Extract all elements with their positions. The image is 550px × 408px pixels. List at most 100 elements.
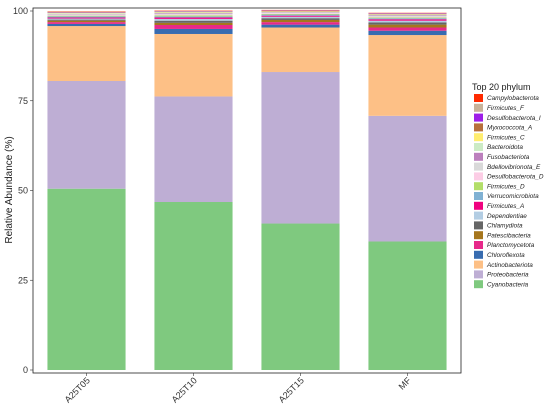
bar-segment-firmicutes-a-a25t15 <box>261 15 340 17</box>
bar-segment-actinobacteriota-a25t10 <box>154 33 233 97</box>
legend-label-fusobacteriota: Fusobacteriota <box>487 154 530 161</box>
bar-segment-proteobacteria-a25t15 <box>261 72 340 224</box>
bar-segment-planctomycetota-a25t15 <box>261 22 340 25</box>
bar-segment-actinobacteriota-a25t15 <box>261 27 340 73</box>
bar-segment-patescibacteria-a25t15 <box>261 19 340 23</box>
legend-label-cyanobacteria: Cyanobacteria <box>487 281 529 288</box>
bar-segment-cyanobacteria-a25t15 <box>261 223 340 370</box>
bar-segment-firmicutes-a-a25t10 <box>154 17 233 19</box>
legend-swatch-firmicutes-f <box>474 103 483 112</box>
bar-segment-bdellovibrionota-e-a25t10 <box>154 13 233 15</box>
bar-segment-firmicutes-a-mf <box>368 19 447 21</box>
bar-segment-chloroflexota-a25t10 <box>154 28 233 34</box>
bar-segment-actinobacteriota-a25t05 <box>47 26 126 82</box>
bar-segment-firmicutes-d-a25t05 <box>47 15 126 17</box>
legend-label-bacteroidota: Bacteroidota <box>487 144 523 151</box>
bar-segment-chlamydiota-mf <box>368 22 447 25</box>
legend-label-planctomycetota: Planctomycetota <box>487 242 535 249</box>
bar-segment-bdellovibrionota-e-mf <box>368 16 447 17</box>
bar-segment-bacteroidota-a25t10 <box>154 12 233 14</box>
legend-label-patescibacteria: Patescibacteria <box>487 232 531 239</box>
bar-segment-verrucomicrobiota-a25t10 <box>154 16 233 18</box>
legend-label-firmicutes-d: Firmicutes_D <box>487 183 525 190</box>
legend-title: Top 20 phylum <box>472 82 531 92</box>
legend-swatch-myxococcota-a <box>474 123 483 132</box>
legend-label-chloroflexota: Chloroflexota <box>487 252 525 259</box>
bar-segment-firmicutes-d-a25t15 <box>261 13 340 15</box>
bar-segment-actinobacteriota-mf <box>368 35 447 116</box>
bars-layer <box>47 9 447 370</box>
bar-segment-cyanobacteria-a25t10 <box>154 201 233 370</box>
legend-label-bdellovibrionota-e: Bdellovibrionota_E <box>487 164 541 171</box>
bar-segment-chloroflexota-mf <box>368 30 447 36</box>
bar-segment-desulfobacterota-d-a25t15 <box>261 13 340 14</box>
bar-segment-desulfobacterota-d-a25t05 <box>47 14 126 16</box>
bar-segment-planctomycetota-a25t10 <box>154 25 233 29</box>
bar-segment-chloroflexota-a25t05 <box>47 23 126 27</box>
legend-swatch-planctomycetota <box>474 241 483 249</box>
legend-label-desulfobacterota-d: Desulfobacterota_D <box>487 174 544 181</box>
y-tick-label-0: 0 <box>23 365 28 375</box>
bar-segment-fusobacteriota-a25t10 <box>154 13 233 14</box>
bar-segment-cyanobacteria-mf <box>368 241 447 370</box>
bar-segment-proteobacteria-mf <box>368 115 447 242</box>
legend-label-verrucomicrobiota: Verrucomicrobiota <box>487 193 539 200</box>
y-tick-label-100: 100 <box>13 6 28 16</box>
legend-label-dependentiae: Dependentiae <box>487 213 527 220</box>
x-tick-label-a25t15: A25T15 <box>277 375 306 404</box>
legend-swatch-firmicutes-d <box>474 182 483 191</box>
legend-swatch-fusobacteriota <box>474 152 483 161</box>
bar-segment-firmicutes-d-a25t10 <box>154 15 233 17</box>
bar-segment-dependentiae-a25t15 <box>261 16 340 19</box>
y-axis-title: Relative Abundance (%) <box>4 136 15 243</box>
y-axis: 0 25 50 75 100 <box>13 6 33 375</box>
bar-segment-proteobacteria-a25t10 <box>154 96 233 202</box>
legend-swatch-patescibacteria <box>474 231 483 240</box>
legend-swatch-firmicutes-a <box>474 201 483 210</box>
y-tick-label-75: 75 <box>18 96 28 106</box>
legend-swatch-cyanobacteria <box>474 280 483 289</box>
legend-label-firmicutes-f: Firmicutes_F <box>487 105 525 112</box>
bar-segment-desulfobacterota-d-mf <box>368 16 447 18</box>
bar-segment-chlamydiota-a25t15 <box>261 18 340 20</box>
bar-segment-dependentiae-a25t10 <box>154 18 233 21</box>
legend-label-myxococcota-a: Myxococcota_A <box>487 125 532 132</box>
legend-swatch-proteobacteria <box>474 270 483 279</box>
legend-swatch-desulfobacterota-d <box>474 172 483 181</box>
legend-label-actinobacteriota: Actinobacteriota <box>486 262 533 269</box>
bar-segment-verrucomicrobiota-a25t05 <box>47 16 126 18</box>
x-axis: A25T05 A25T10 A25T15 MF <box>63 373 413 405</box>
legend-swatch-dependentiae <box>474 211 483 220</box>
bar-segment-dependentiae-mf <box>368 20 447 23</box>
legend-swatch-firmicutes-c <box>474 133 483 142</box>
bar-segment-chlamydiota-a25t10 <box>154 20 233 23</box>
bar-segment-bdellovibrionota-e-a25t15 <box>261 12 340 14</box>
bar-segment-desulfobacterota-d-a25t10 <box>154 14 233 16</box>
legend-swatch-verrucomicrobiota <box>474 192 483 200</box>
legend-label-proteobacteria: Proteobacteria <box>487 272 529 279</box>
legend-swatch-chloroflexota <box>474 250 483 259</box>
bar-segment-cyanobacteria-a25t05 <box>47 188 126 370</box>
bar-segment-patescibacteria-mf <box>368 24 447 28</box>
bar-segment-verrucomicrobiota-mf <box>368 18 447 20</box>
y-tick-label-25: 25 <box>18 275 28 285</box>
bar-segment-bdellovibrionota-e-a25t05 <box>47 14 126 15</box>
bar-segment-fusobacteriota-mf <box>368 15 447 17</box>
legend-swatch-chlamydiota <box>474 221 483 230</box>
bar-segment-patescibacteria-a25t10 <box>154 22 233 25</box>
legend-label-firmicutes-c: Firmicutes_C <box>487 134 525 141</box>
bar-segment-planctomycetota-mf <box>368 27 447 31</box>
bar-segment-chlamydiota-a25t05 <box>47 19 126 21</box>
legend: Top 20 phylum Campylobacterota Firmicutes… <box>472 82 544 288</box>
bar-segment-chloroflexota-a25t15 <box>261 24 340 28</box>
legend-label-firmicutes-a: Firmicutes_A <box>487 203 524 210</box>
bar-segment-verrucomicrobiota-a25t15 <box>261 14 340 16</box>
bar-segment-bacteroidota-a25t05 <box>47 13 126 14</box>
bar-segment-dependentiae-a25t05 <box>47 18 126 20</box>
legend-swatch-bacteroidota <box>474 143 483 151</box>
bar-segment-planctomycetota-a25t05 <box>47 22 126 24</box>
legend-swatch-campylobacterota <box>474 94 483 102</box>
bar-segment-proteobacteria-a25t05 <box>47 81 126 189</box>
x-tick-label-a25t10: A25T10 <box>170 375 199 404</box>
